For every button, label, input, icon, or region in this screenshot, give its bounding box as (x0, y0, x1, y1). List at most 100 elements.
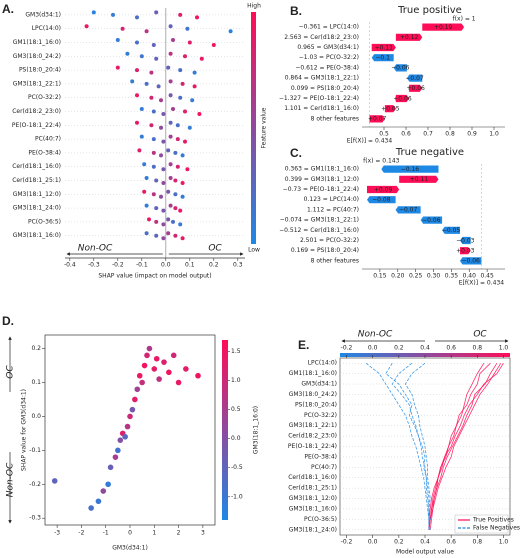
dot (166, 65, 171, 70)
bar (369, 115, 385, 123)
dot (178, 95, 183, 100)
value-label: +0.06 (393, 95, 412, 102)
dot (161, 181, 166, 185)
dot (154, 233, 159, 238)
dot (175, 379, 182, 386)
dot (88, 505, 94, 511)
feature-label: Cer(d18:1_25:1) (12, 177, 61, 184)
x-tick-label: 0.0 (161, 262, 171, 269)
dot (173, 178, 178, 183)
dot (192, 84, 197, 89)
dot (139, 379, 145, 386)
dot (168, 162, 173, 167)
colorbar-tick-label: -1.0 (231, 493, 243, 500)
chart-title: True negative (395, 147, 464, 158)
value-label: −0.08 (372, 197, 391, 204)
annotation: Non-OC (6, 462, 16, 497)
x-tick-label: 1.0 (489, 131, 499, 138)
dot (151, 150, 156, 155)
feature-label: −0.074 = GM3(18:1_22:1) (280, 217, 359, 224)
dot (132, 396, 138, 403)
feature-label: 2.563 = Cer(d18:2_23:0) (284, 34, 359, 41)
feature-label: 0.169 = PS(18:0_20:4) (291, 247, 359, 254)
dot (161, 208, 166, 213)
dot (115, 447, 121, 454)
bar (422, 23, 465, 31)
dot (154, 206, 159, 211)
dot (211, 43, 216, 47)
dot (91, 10, 96, 15)
dot (147, 217, 151, 222)
dot (135, 68, 139, 73)
feature-label: GM3(d34:1) (301, 381, 337, 388)
colorbar-tick-label: 1.5 (231, 348, 241, 355)
feature-label: GM3(18:1_16:0) (13, 232, 61, 239)
feature-label: PC(O-32:2) (28, 94, 61, 101)
colorbar-label: GM3(18:1_16:0) (253, 406, 260, 454)
dot (168, 51, 173, 56)
x-tick-label: 1.0 (499, 345, 509, 352)
x-tick-label: 0.6 (446, 345, 456, 352)
feature-label: 0.363 = GM1(18:1_16:0) (285, 166, 359, 173)
bar (395, 94, 410, 103)
feature-label: −0.73 = PE(O-18:1_22:4) (283, 186, 359, 193)
colorbar-tick-label: -0.5 (231, 464, 243, 471)
bar (393, 64, 407, 72)
feature-label: 0.864 = GM3(18:1_22:1) (285, 75, 359, 82)
dot (154, 56, 159, 61)
dot (84, 24, 89, 29)
x-tick-label: -3 (54, 530, 60, 537)
dot (156, 84, 161, 89)
feature-label: GM3(18:1_12:0) (13, 191, 61, 198)
dot (183, 139, 187, 144)
bar (406, 74, 423, 82)
frame (44, 334, 216, 526)
x-tick-label: 0.6 (446, 539, 456, 546)
dot (161, 222, 166, 227)
feature-label: 1.101 = Cer(d18:1_16:0) (284, 105, 359, 112)
x-tick-label: 0.35 (445, 273, 459, 280)
panel-label: C. (290, 146, 302, 160)
x-axis-label: SHAP value (impact on model output) (98, 273, 211, 280)
dot (171, 38, 175, 42)
dot (159, 98, 163, 103)
dot (171, 219, 175, 224)
x-tick-label: 0.7 (423, 131, 433, 138)
dot (161, 112, 166, 116)
feature-label: PC(40:7) (35, 136, 61, 143)
dot (112, 454, 119, 460)
feature-label: PC(O-36:5) (304, 516, 337, 523)
dot (120, 26, 125, 31)
dot (142, 162, 147, 167)
dot (105, 481, 111, 488)
colorbar-high: High (247, 3, 261, 10)
dot (228, 29, 233, 34)
dot (173, 150, 178, 155)
x-tick-label: 2 (177, 530, 181, 537)
value-label: −0.07 (405, 75, 424, 82)
dot (151, 43, 156, 47)
dot (151, 137, 156, 142)
dot (171, 107, 175, 111)
x-tick-label: 0.6 (401, 131, 411, 138)
feature-label: GM3(18:1_12:0) (289, 495, 337, 502)
x-tick-label: -0.2 (112, 262, 124, 269)
x-tick-label: 0.0 (368, 539, 378, 546)
feature-label: 0.099 = PS(18:0_20:4) (291, 85, 359, 92)
dot (151, 192, 156, 197)
dot (51, 478, 58, 484)
dot (122, 433, 128, 440)
feature-label: 0.399 = GM3(18:1_12:0) (285, 176, 359, 183)
dot (144, 352, 150, 359)
bar (384, 105, 396, 113)
annotation: OC (6, 365, 16, 379)
colorbar (251, 12, 256, 244)
value-label: +0.12 (400, 34, 419, 41)
value-label: +0.03 (456, 248, 475, 255)
decision-line (365, 362, 430, 530)
bar (367, 196, 396, 204)
x-tick-label: 0.2 (394, 539, 404, 546)
colorbar-tick-label: 0.5 (231, 406, 241, 413)
dot (149, 70, 154, 75)
